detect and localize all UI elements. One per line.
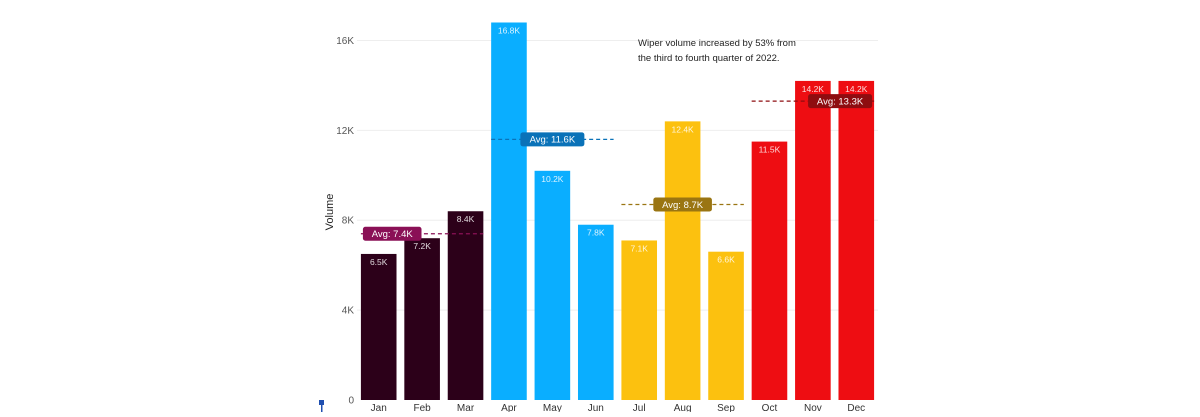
bar-value-label: 16.8K [498, 25, 521, 35]
bar-dec [838, 80, 875, 400]
y-tick-label: 16K [336, 36, 354, 47]
bar-value-label: 14.2K [845, 84, 868, 94]
bar-may [534, 170, 571, 400]
bar-value-label: 6.5K [370, 257, 388, 267]
x-tick-label: Mar [457, 403, 475, 412]
bar-apr [491, 22, 527, 401]
bar-nov [795, 80, 831, 400]
bar-value-label: 12.4K [672, 124, 695, 134]
x-tick-label: Feb [414, 403, 432, 412]
bar-value-labels: 6.5K 7.2K 8.4K 16.8K 10.2K 7.8K 7.1K 12.4K 6.6K 1… [370, 25, 868, 266]
x-axis-ticks: Jan Feb Mar Apr May Jun Jul Aug Sep Oct Nov Dec [371, 403, 866, 414]
x-tick-label: Nov [804, 403, 822, 412]
average-label: Avg: 8.7K [662, 200, 704, 211]
bar-value-label: 7.2K [413, 241, 431, 251]
x-tick-label: Jun [588, 403, 604, 412]
bar-value-label: 14.2K [802, 84, 825, 94]
x-tick-label: Oct [762, 403, 778, 412]
average-label: Avg: 7.4K [372, 229, 414, 240]
annotation-line-1: Wiper volume increased by 53% from [638, 38, 796, 49]
bar-jul [621, 240, 658, 400]
average-label: Avg: 11.6K [530, 135, 576, 146]
average-badge [520, 132, 585, 147]
bar-mar [447, 211, 484, 400]
y-tick-label: 8K [342, 216, 355, 227]
bar-value-label: 11.5K [759, 145, 781, 155]
average-badge [653, 197, 712, 212]
x-tick-label: Aug [674, 403, 692, 412]
x-tick-label: Jan [371, 403, 387, 412]
bar-value-label: 7.8K [587, 228, 605, 238]
corner-marker-icon [319, 400, 324, 405]
y-tick-label: 12K [336, 126, 354, 137]
gridlines [357, 39, 878, 311]
bar-value-label: 7.1K [630, 243, 648, 253]
average-lines: Avg: 7.4K Avg: 11.6K Avg: 8.7K Avg: 13.3K [360, 94, 875, 241]
average-label: Avg: 13.3K [817, 97, 864, 108]
x-tick-label: Sep [717, 403, 735, 412]
x-tick-label: Dec [847, 403, 865, 412]
y-axis-title: Volume [324, 194, 336, 231]
corner-marker-stem [321, 404, 323, 412]
x-tick-label: May [543, 403, 562, 412]
annotation: Wiper volume increased by 53% from the t… [638, 38, 799, 64]
x-tick-label: Apr [501, 403, 517, 412]
bar-aug [664, 121, 701, 400]
bar-value-label: 6.6K [717, 255, 735, 265]
annotation-line-2: the third to fourth quarter of 2022. [638, 53, 780, 64]
bar-sep [708, 251, 744, 400]
y-axis-ticks: 0 4K 8K 12K 16K [336, 36, 354, 407]
bar-value-label: 8.4K [457, 214, 475, 224]
average-badge [808, 94, 873, 109]
bars [360, 22, 875, 401]
x-tick-label: Jul [633, 403, 646, 412]
y-tick-label: 4K [342, 306, 355, 317]
y-tick-label: 0 [348, 396, 354, 407]
bar-feb [404, 238, 440, 400]
bar-jan [360, 253, 397, 400]
average-badge [362, 226, 422, 241]
bar-value-label: 10.2K [541, 174, 564, 184]
bar-jun [577, 224, 614, 400]
bar-oct [751, 141, 788, 400]
